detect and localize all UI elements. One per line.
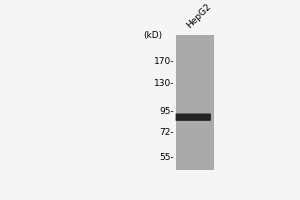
Text: 95-: 95- (159, 107, 174, 116)
Bar (176, 35, 214, 170)
Text: 72-: 72- (159, 128, 174, 137)
Text: (kD): (kD) (143, 31, 162, 40)
Text: 170-: 170- (154, 57, 174, 66)
FancyBboxPatch shape (176, 113, 211, 121)
Text: 55-: 55- (159, 153, 174, 162)
Text: 130-: 130- (154, 79, 174, 88)
Text: HepG2: HepG2 (185, 2, 213, 30)
